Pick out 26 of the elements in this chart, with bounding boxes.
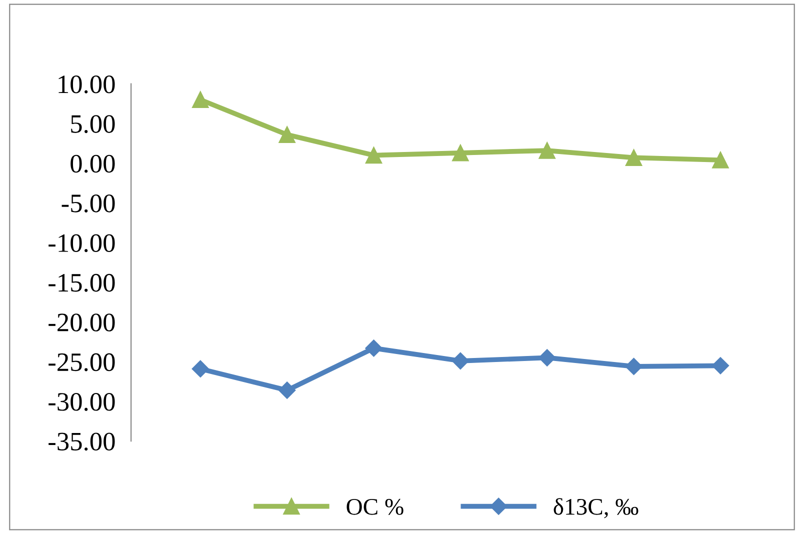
point <box>365 146 382 164</box>
point <box>538 142 556 159</box>
point <box>625 358 642 376</box>
y-tick-label: -15.00 <box>48 274 115 292</box>
y-tick-label: -20.00 <box>48 314 115 332</box>
y-tick-label: 10.00 <box>58 75 115 94</box>
y-tick-label: -5.00 <box>62 194 115 212</box>
y-tick-label: -10.00 <box>48 234 115 252</box>
point <box>192 91 209 108</box>
y-tick-label: 0.00 <box>70 154 115 173</box>
point <box>452 352 469 370</box>
point <box>452 144 469 162</box>
point <box>278 382 296 399</box>
legend-label: δ13C, ‰ <box>554 498 638 518</box>
point <box>538 349 556 366</box>
point <box>712 357 730 374</box>
legend-label: OC % <box>346 498 404 515</box>
point <box>712 152 729 168</box>
point <box>625 149 642 166</box>
y-tick-label: -35.00 <box>48 432 115 451</box>
point <box>278 126 296 143</box>
point <box>365 340 382 357</box>
y-tick-label: -30.00 <box>48 392 115 411</box>
y-tick-label: -25.00 <box>48 353 115 372</box>
y-tick-label: 5.00 <box>71 115 115 134</box>
point <box>192 360 209 378</box>
